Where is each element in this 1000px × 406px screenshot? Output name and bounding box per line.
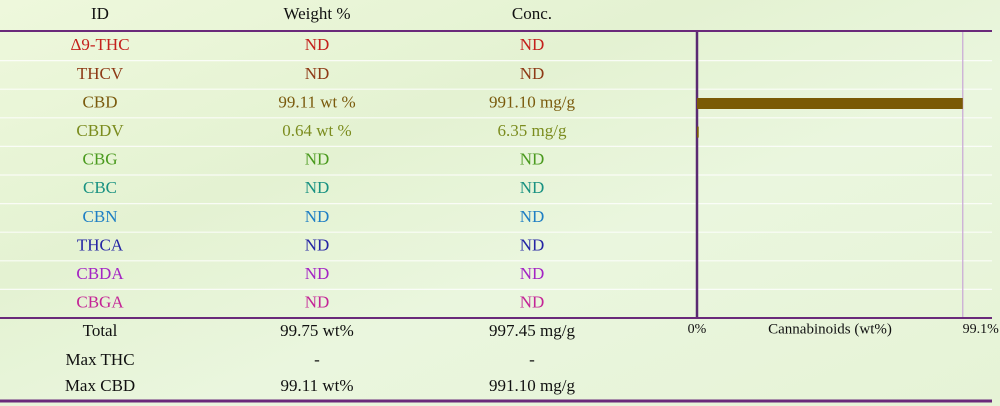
cell: 99.11 wt % [278,92,355,111]
cell: CBC [83,178,117,197]
cell: CBDV [76,121,124,140]
cell: ND [520,235,545,254]
bar [697,126,699,138]
summary-cell: Max CBD [65,376,135,395]
cell: ND [305,264,330,283]
cell: Δ9-THC [70,35,129,54]
summary-cell: 99.11 wt% [280,376,353,395]
x-tick-label: 0% [688,322,707,337]
cell: CBG [83,150,118,169]
cell: CBGA [76,293,124,312]
cell: ND [305,64,330,83]
cell: ND [305,207,330,226]
summary-cell: - [529,350,535,369]
cell: THCA [77,235,124,254]
cell: 991.10 mg/g [489,92,575,111]
x-tick-label: 99.1% [963,322,1000,337]
summary-cell: 991.10 mg/g [489,376,575,395]
cell: ND [520,64,545,83]
summary-cell: 99.75 wt% [280,321,354,340]
column-header: ID [91,4,109,23]
cell: ND [305,150,330,169]
cell: ND [305,293,330,312]
column-header: Weight % [283,4,350,23]
cell: ND [305,178,330,197]
cell: ND [520,264,545,283]
cell: CBDA [76,264,124,283]
cell: ND [520,150,545,169]
bar [697,98,963,109]
cell: ND [520,178,545,197]
column-header: Conc. [512,4,552,23]
cell: 0.64 wt % [282,121,351,140]
cell: CBD [83,92,118,111]
cell: ND [305,35,330,54]
summary-cell: 997.45 mg/g [489,321,575,340]
x-axis-title: Cannabinoids (wt%) [768,321,892,337]
cell: CBN [83,207,118,226]
summary-cell: Total [83,321,118,340]
cell: ND [520,293,545,312]
cell: ND [520,35,545,54]
cell: THCV [77,64,124,83]
cell: ND [520,207,545,226]
cell: 6.35 mg/g [498,121,567,140]
cell: ND [305,235,330,254]
summary-cell: Max THC [65,350,134,369]
summary-cell: - [314,350,320,369]
